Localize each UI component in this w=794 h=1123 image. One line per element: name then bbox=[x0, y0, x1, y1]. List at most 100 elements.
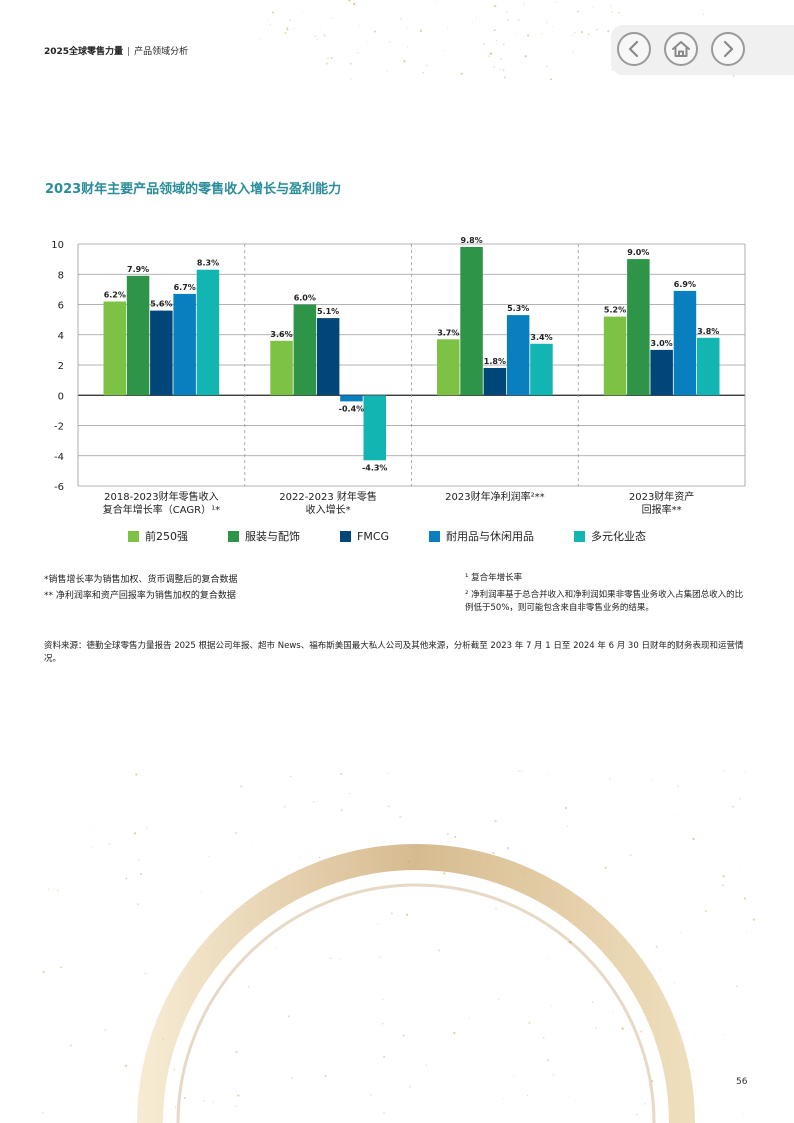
sparkle-dot bbox=[518, 770, 520, 772]
data-label: 3.4% bbox=[530, 333, 552, 342]
sparkle-dot bbox=[545, 21, 548, 24]
sparkle-dot bbox=[502, 68, 505, 71]
sparkle-dot bbox=[524, 872, 527, 875]
legend-label: 耐用品与休闲用品 bbox=[446, 530, 535, 543]
sparkle-dot bbox=[518, 19, 520, 21]
bar bbox=[150, 310, 173, 396]
data-label: 3.7% bbox=[437, 328, 459, 337]
data-label: 3.0% bbox=[651, 339, 673, 348]
bar bbox=[483, 368, 507, 396]
sparkle-dot bbox=[526, 1094, 528, 1096]
sparkle-dot bbox=[651, 780, 653, 782]
sparkle-dot bbox=[594, 1026, 597, 1029]
sparkle-dot bbox=[137, 859, 141, 862]
sparkle-dot bbox=[378, 956, 381, 959]
sparkle-dot bbox=[329, 957, 332, 960]
sparkle-dot bbox=[621, 1027, 624, 1031]
data-label: 7.9% bbox=[127, 265, 149, 274]
sparkle-dot bbox=[436, 1, 437, 3]
x-category-label: 收入增长* bbox=[306, 503, 351, 516]
sparkle-dot bbox=[94, 807, 96, 809]
sparkle-dot bbox=[655, 945, 658, 948]
footnote: ² 净利润率基于总合并收入和净利润如果非零售业务收入占集团总收入的比例低于50%… bbox=[465, 590, 744, 613]
sparkle-dot bbox=[741, 831, 743, 833]
sparkle-dot bbox=[475, 17, 477, 19]
sparkle-dot bbox=[237, 1094, 240, 1097]
sparkle-dot bbox=[217, 1033, 219, 1035]
sparkle-dot bbox=[585, 30, 587, 32]
sparkle-dot bbox=[56, 889, 59, 892]
sparkle-dot bbox=[405, 913, 409, 916]
sparkle-dot bbox=[348, 1091, 350, 1093]
sparkle-dot bbox=[235, 1050, 238, 1054]
section-name: 产品领域分析 bbox=[134, 47, 189, 57]
sparkle-dot bbox=[401, 76, 403, 77]
sparkle-dot bbox=[580, 31, 584, 34]
data-label: 6.9% bbox=[674, 280, 696, 289]
sparkle-dot bbox=[485, 819, 487, 821]
sparkle-dot bbox=[443, 49, 445, 51]
bar bbox=[650, 349, 673, 396]
x-category-label: 2023财年资产 bbox=[629, 490, 694, 503]
sparkle-dot bbox=[546, 957, 548, 959]
sparkle-dot bbox=[528, 1021, 531, 1025]
sparkle-dot bbox=[498, 998, 500, 1000]
sparkle-dot bbox=[587, 33, 590, 36]
sparkle-dot bbox=[694, 1033, 696, 1035]
sparkle-dot bbox=[567, 825, 569, 827]
sparkle-dot bbox=[161, 1038, 165, 1041]
sparkle-dot bbox=[240, 785, 243, 788]
gold-ring-arc bbox=[137, 844, 695, 1123]
legend-label: FMCG bbox=[357, 529, 390, 543]
sparkle-dot bbox=[208, 855, 210, 857]
sparkle-dot bbox=[493, 29, 496, 32]
chevron-left-icon bbox=[628, 40, 639, 58]
sparkle-dot bbox=[425, 1064, 428, 1066]
sparkle-dot bbox=[314, 35, 317, 38]
sparkle-dot bbox=[487, 858, 489, 860]
sparkle-dot bbox=[124, 1064, 128, 1067]
sparkle-dot bbox=[271, 11, 275, 14]
sparkle-dot bbox=[325, 62, 329, 65]
sparkle-dot bbox=[407, 860, 410, 864]
sparkle-dot bbox=[506, 11, 508, 14]
sparkle-dot bbox=[667, 1057, 669, 1059]
sparkle-dot bbox=[521, 770, 523, 772]
sparkle-dot bbox=[339, 958, 341, 961]
sparkle-dot bbox=[673, 982, 675, 984]
sparkle-dot bbox=[609, 777, 611, 780]
sparkle-dot bbox=[324, 1074, 327, 1078]
bar bbox=[437, 339, 460, 396]
sparkle-dot bbox=[467, 1016, 470, 1019]
sparkle-dot bbox=[482, 43, 485, 45]
prev-page-button[interactable] bbox=[617, 32, 651, 66]
sparkle-dot bbox=[743, 897, 746, 900]
data-label: 6.0% bbox=[294, 294, 316, 303]
sparkle-dot bbox=[568, 940, 572, 944]
sparkle-dot bbox=[640, 1030, 643, 1033]
sparkle-dot bbox=[745, 931, 747, 933]
home-button[interactable] bbox=[664, 32, 698, 66]
sparkle-dot bbox=[135, 773, 138, 776]
next-page-button[interactable] bbox=[711, 32, 745, 66]
data-label: 3.6% bbox=[270, 330, 292, 339]
sparkle-dot bbox=[524, 55, 527, 58]
sparkle-dot bbox=[637, 979, 639, 981]
bar bbox=[603, 316, 627, 396]
legend-item: 耐用品与休闲用品 bbox=[429, 528, 534, 544]
sparkle-dot bbox=[377, 923, 379, 926]
sparkle-dot bbox=[151, 978, 153, 980]
sparkle-dot bbox=[739, 797, 742, 801]
legend-swatch bbox=[574, 530, 586, 542]
sparkle-dot bbox=[284, 31, 287, 35]
sparkle-dot bbox=[269, 23, 272, 26]
sparkle-dot bbox=[202, 967, 205, 969]
data-label: 8.3% bbox=[197, 259, 219, 268]
sparkle-dot bbox=[251, 1119, 253, 1120]
sparkle-dot bbox=[736, 985, 738, 988]
bar bbox=[173, 293, 196, 396]
sparkle-dot bbox=[259, 38, 261, 40]
sparkle-dot bbox=[487, 55, 491, 58]
sparkle-dot bbox=[499, 68, 502, 70]
